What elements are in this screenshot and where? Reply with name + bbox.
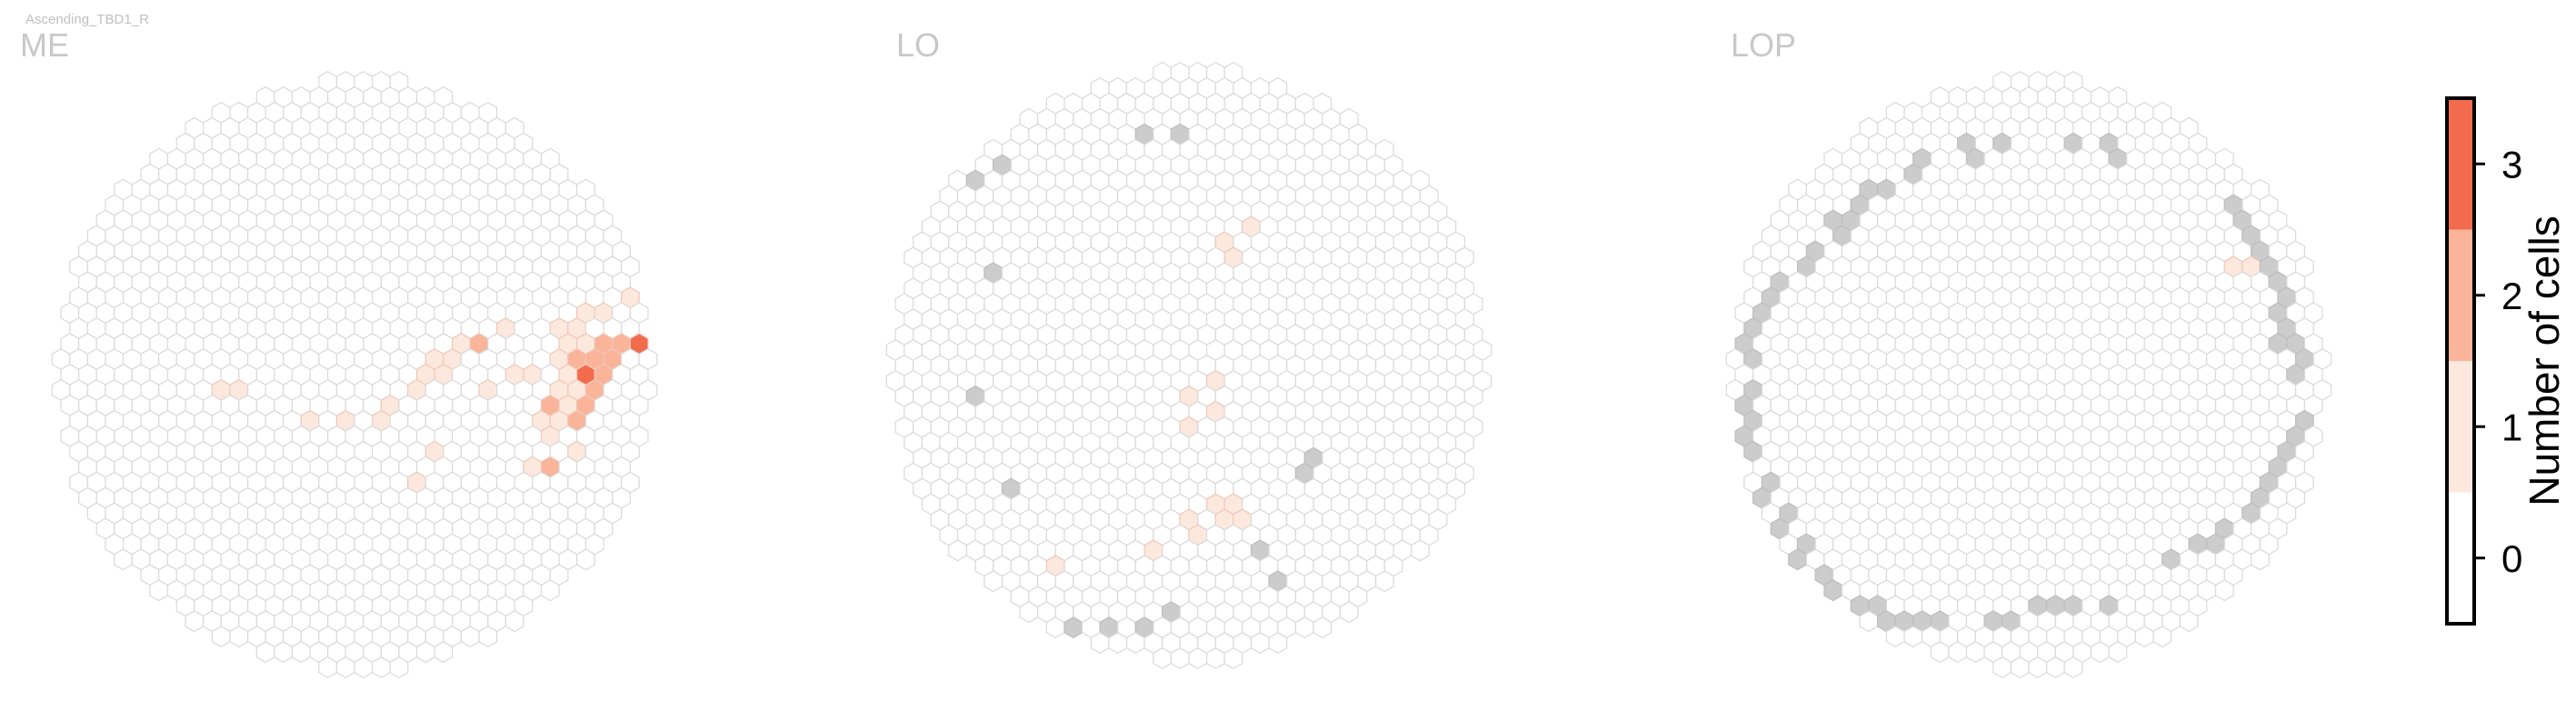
hex-empty [1108, 632, 1128, 655]
hex-grid-lop [1725, 70, 2332, 679]
hex-empty [1170, 647, 1190, 670]
colorbar-band-2 [2447, 229, 2474, 361]
hex-empty [389, 656, 409, 679]
hex-empty [2134, 626, 2154, 648]
hex-empty [1930, 641, 1950, 664]
hex-empty [1965, 641, 1985, 664]
colorbar-band-1 [2447, 361, 2474, 493]
hex-empty [2010, 656, 2030, 679]
hex-empty [2063, 656, 2083, 679]
colorbar-tick-label-1: 1 [2501, 406, 2522, 448]
hex-empty [1313, 616, 1333, 639]
hex-empty [2028, 656, 2048, 679]
colorbar: 0 1 2 3 Number of cells [2445, 96, 2568, 626]
hex-grid-lo [885, 61, 1493, 670]
hex-empty [185, 610, 205, 633]
colorbar-bands [2447, 98, 2474, 624]
hex-empty [1885, 626, 1905, 648]
hex-empty [478, 626, 498, 648]
panel-lo: LO [885, 26, 1493, 670]
hex-grid-me [51, 70, 658, 679]
hex-empty [540, 579, 560, 602]
hex-empty [318, 656, 338, 679]
hex-empty [415, 641, 435, 664]
panel-me: ME [20, 26, 658, 679]
hex-empty [1125, 632, 1145, 655]
hex-empty [2152, 626, 2172, 648]
hex-empty [1339, 601, 1359, 624]
colorbar-band-0 [2447, 492, 2474, 624]
hex-empty [1992, 656, 2012, 679]
hex-empty [1188, 647, 1208, 670]
panel-lop: LOP [1725, 26, 2332, 679]
hex-missing [1063, 616, 1083, 639]
hex-empty [2045, 656, 2065, 679]
hex-empty [1045, 616, 1065, 639]
colorbar-tick-label-3: 3 [2501, 143, 2522, 185]
hex-empty [229, 626, 249, 648]
colorbar-ticks: 0 1 2 3 [2474, 143, 2522, 580]
colorbar-band-3 [2447, 98, 2474, 230]
hex-empty [2251, 548, 2270, 571]
hex-empty [114, 548, 133, 571]
panel-title-me: ME [20, 26, 69, 64]
hex-missing [1788, 548, 1807, 571]
hex-missing [1823, 579, 1843, 602]
hex-empty [1859, 610, 1879, 633]
hex-empty [1903, 626, 1923, 648]
hex-empty [2214, 579, 2234, 602]
hex-empty [1374, 570, 1394, 593]
colorbar-tick-label-2: 2 [2501, 275, 2522, 317]
hex-empty [354, 656, 374, 679]
hex-empty [576, 548, 595, 571]
hex-empty [274, 641, 294, 664]
hex-empty [291, 641, 311, 664]
panel-title-lo: LO [896, 26, 940, 64]
hex-empty [149, 579, 169, 602]
figure-top-label: Ascending_TBD1_R [25, 12, 149, 27]
hex-empty [1153, 647, 1173, 670]
hex-empty [1205, 647, 1225, 670]
hex-empty [335, 656, 355, 679]
hex-empty [2108, 641, 2128, 664]
hex-empty [504, 610, 524, 633]
hex-empty [983, 570, 1003, 593]
hex-empty [1090, 632, 1110, 655]
hex-empty [211, 626, 231, 648]
hex-empty [1250, 632, 1270, 655]
colorbar-tick-label-0: 0 [2501, 537, 2522, 580]
hex-empty [2179, 610, 2199, 633]
hex-empty [2090, 641, 2110, 664]
hex-empty [948, 539, 967, 562]
hex-empty [1948, 641, 1968, 664]
hex-empty [460, 626, 480, 648]
hex-empty [1294, 616, 1314, 639]
hex-empty [371, 656, 391, 679]
hex-empty [255, 641, 275, 664]
hex-empty [434, 641, 454, 664]
panel-title-lop: LOP [1731, 26, 1796, 64]
hex-empty [1223, 647, 1243, 670]
hex-empty [1268, 632, 1288, 655]
hex-empty [1019, 601, 1039, 624]
colorbar-label: Number of cells [2521, 215, 2568, 506]
hex-empty [1411, 539, 1430, 562]
